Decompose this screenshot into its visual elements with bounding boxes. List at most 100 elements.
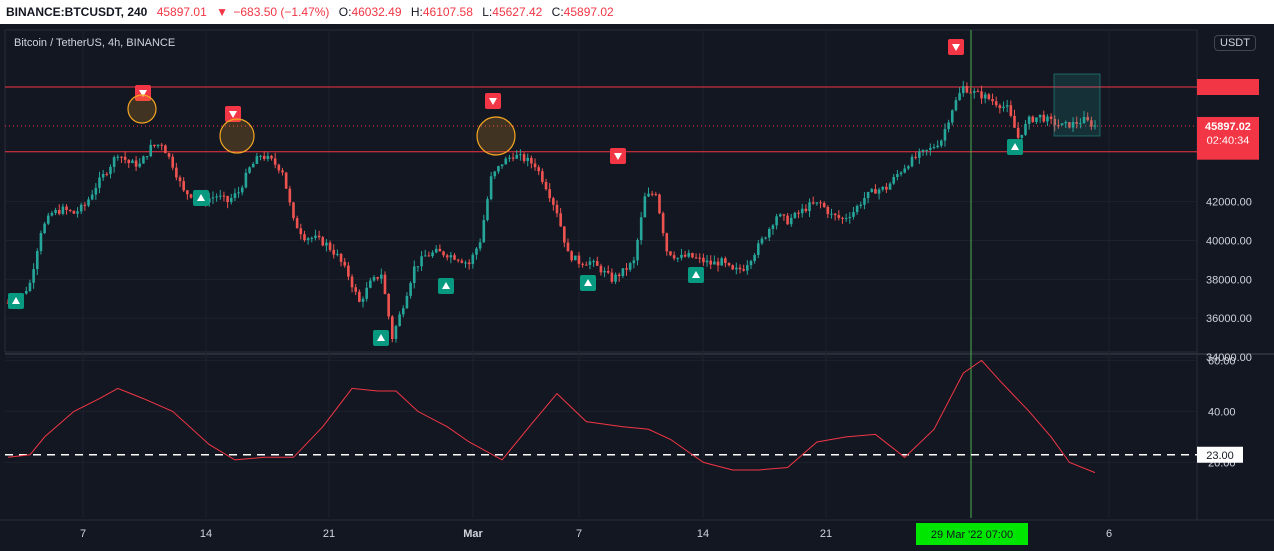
candle-body	[504, 158, 508, 165]
candle-body	[775, 216, 778, 226]
candle-body	[401, 308, 405, 315]
candle-body	[1005, 105, 1009, 107]
candle-body	[735, 267, 738, 270]
candle-body	[1020, 134, 1024, 138]
candle-body	[833, 213, 837, 216]
candle-body	[208, 198, 211, 203]
candle-body	[760, 238, 764, 244]
candle-body	[350, 276, 354, 288]
up-triangle-icon	[442, 282, 450, 289]
candle-body	[888, 183, 892, 190]
candle-body	[552, 198, 555, 205]
current-price-bg	[1197, 116, 1259, 149]
candle-body	[1090, 120, 1093, 127]
candle-body	[789, 217, 793, 225]
candle-body	[669, 251, 672, 256]
candle-body	[617, 274, 621, 276]
candle-body	[537, 167, 540, 172]
candle-body	[1093, 125, 1097, 127]
candle-body	[749, 260, 753, 266]
candle-body	[910, 156, 914, 167]
candle-body	[947, 122, 950, 130]
candle-body	[248, 167, 251, 173]
candle-body	[262, 155, 266, 159]
candle-body	[965, 86, 969, 93]
candle-body	[218, 195, 222, 197]
candle-body	[559, 213, 562, 227]
candle-body	[724, 258, 727, 263]
candle-body	[1031, 116, 1035, 122]
candle-body	[855, 205, 859, 213]
candle-body	[819, 202, 822, 204]
candle-body	[127, 159, 131, 164]
buy-signal-marker	[688, 267, 704, 283]
currency-button[interactable]: USDT	[1214, 35, 1256, 51]
candle-body	[808, 202, 811, 212]
candle-body	[713, 261, 716, 265]
candle-body	[240, 187, 244, 193]
candle-body	[595, 261, 599, 266]
candle-body	[628, 263, 632, 270]
symbol-header: BINANCE:BTCUSDT, 240 45897.01 ▼ −683.50 …	[0, 0, 1274, 24]
price-change: −683.50 (−1.47%)	[233, 5, 330, 19]
candle-body	[339, 253, 343, 262]
candle-body	[1016, 127, 1020, 138]
candle-body	[771, 225, 775, 229]
candle-body	[244, 172, 248, 188]
candle-body	[98, 177, 101, 188]
candle-body	[1046, 116, 1049, 122]
candle-body	[87, 199, 90, 206]
candle-body	[914, 156, 917, 158]
candle-body	[1049, 116, 1053, 120]
candle-body	[1075, 121, 1079, 124]
candle-body	[885, 186, 888, 190]
candle-body	[284, 172, 288, 189]
down-arrow-icon: ▼	[216, 5, 228, 19]
candle-body	[391, 316, 394, 340]
candle-body	[273, 158, 277, 165]
candle-body	[215, 196, 218, 198]
candle-body	[976, 91, 980, 93]
candle-body	[211, 197, 215, 199]
time-tick-label: Mar	[463, 528, 483, 540]
indicator-level-bg	[1197, 446, 1243, 463]
candle-body	[449, 255, 453, 258]
close-value: 45897.02	[563, 5, 614, 19]
price-tick-label: 38000.00	[1206, 274, 1252, 286]
candle-body	[1038, 114, 1042, 118]
upper-level-tag-bg	[1197, 78, 1259, 95]
candle-body	[950, 110, 954, 123]
candle-body	[852, 212, 855, 217]
candle-body	[632, 260, 636, 264]
candle-body	[954, 100, 958, 111]
highlight-circle	[127, 94, 157, 124]
candle-body	[702, 257, 705, 263]
candle-body	[698, 257, 702, 259]
candle-body	[815, 202, 819, 204]
candle-body	[438, 248, 442, 252]
candle-body	[299, 228, 303, 235]
candle-body	[423, 255, 427, 257]
candle-body	[606, 270, 610, 273]
candle-body	[32, 269, 35, 283]
lower-level-tag-bg	[1197, 143, 1259, 160]
candle-body	[149, 144, 153, 157]
candle-body	[1013, 115, 1016, 128]
candle-body	[186, 190, 189, 195]
time-tick-label: 6	[1106, 528, 1112, 540]
price-levels	[5, 30, 1197, 518]
candle-body	[987, 94, 991, 100]
candle-body	[453, 255, 456, 260]
up-triangle-icon	[1011, 143, 1019, 150]
candle-body	[727, 262, 731, 266]
buy-signal-marker	[1007, 139, 1023, 155]
candle-body	[555, 204, 559, 214]
up-triangle-icon	[377, 334, 385, 341]
sell-signal-marker	[225, 106, 241, 122]
candle-body	[332, 249, 336, 255]
candle-body	[222, 195, 226, 197]
last-price: 45897.01	[156, 5, 207, 19]
indicator-line	[7, 359, 1096, 474]
candle-body	[1064, 122, 1068, 124]
